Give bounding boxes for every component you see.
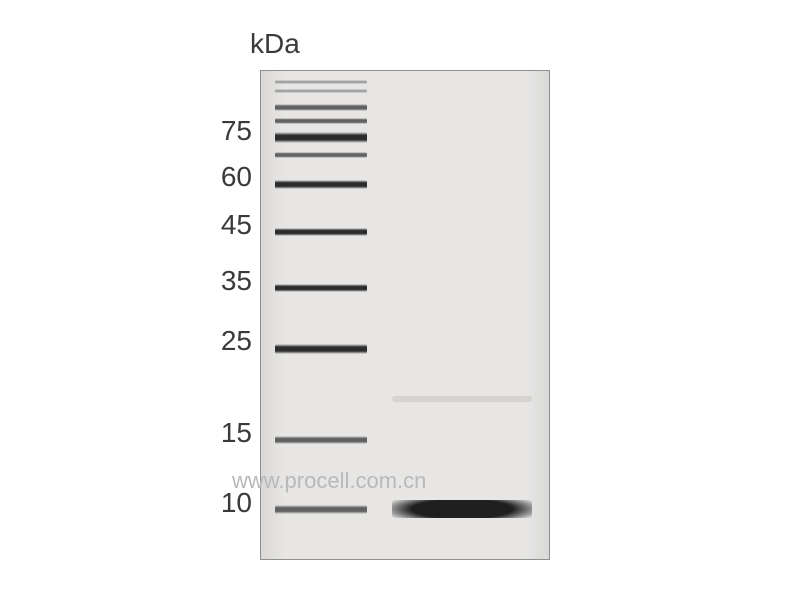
mw-tick-label: 60	[192, 161, 252, 193]
mw-tick-label: 35	[192, 265, 252, 297]
ladder-band	[275, 80, 367, 84]
ladder-band	[275, 89, 367, 93]
ladder-band	[275, 436, 367, 444]
ladder-band	[275, 344, 367, 354]
mw-tick-label: 10	[192, 487, 252, 519]
figure-canvas: kDa75604535251510www.procell.com.cn	[0, 0, 804, 600]
ladder-band	[275, 152, 367, 158]
ladder-band	[275, 228, 367, 236]
mw-tick-label: 25	[192, 325, 252, 357]
ladder-band	[275, 104, 367, 111]
ladder-band	[275, 118, 367, 124]
axis-unit-label: kDa	[250, 28, 300, 60]
sample-main-band	[392, 500, 532, 518]
mw-tick-label: 75	[192, 115, 252, 147]
mw-tick-label: 15	[192, 417, 252, 449]
mw-tick-label: 45	[192, 209, 252, 241]
ladder-band	[275, 132, 367, 143]
ladder-band	[275, 505, 367, 514]
ladder-band	[275, 180, 367, 189]
gel-lane-area	[260, 70, 550, 560]
ladder-band	[275, 284, 367, 292]
sample-faint-band	[392, 396, 532, 402]
